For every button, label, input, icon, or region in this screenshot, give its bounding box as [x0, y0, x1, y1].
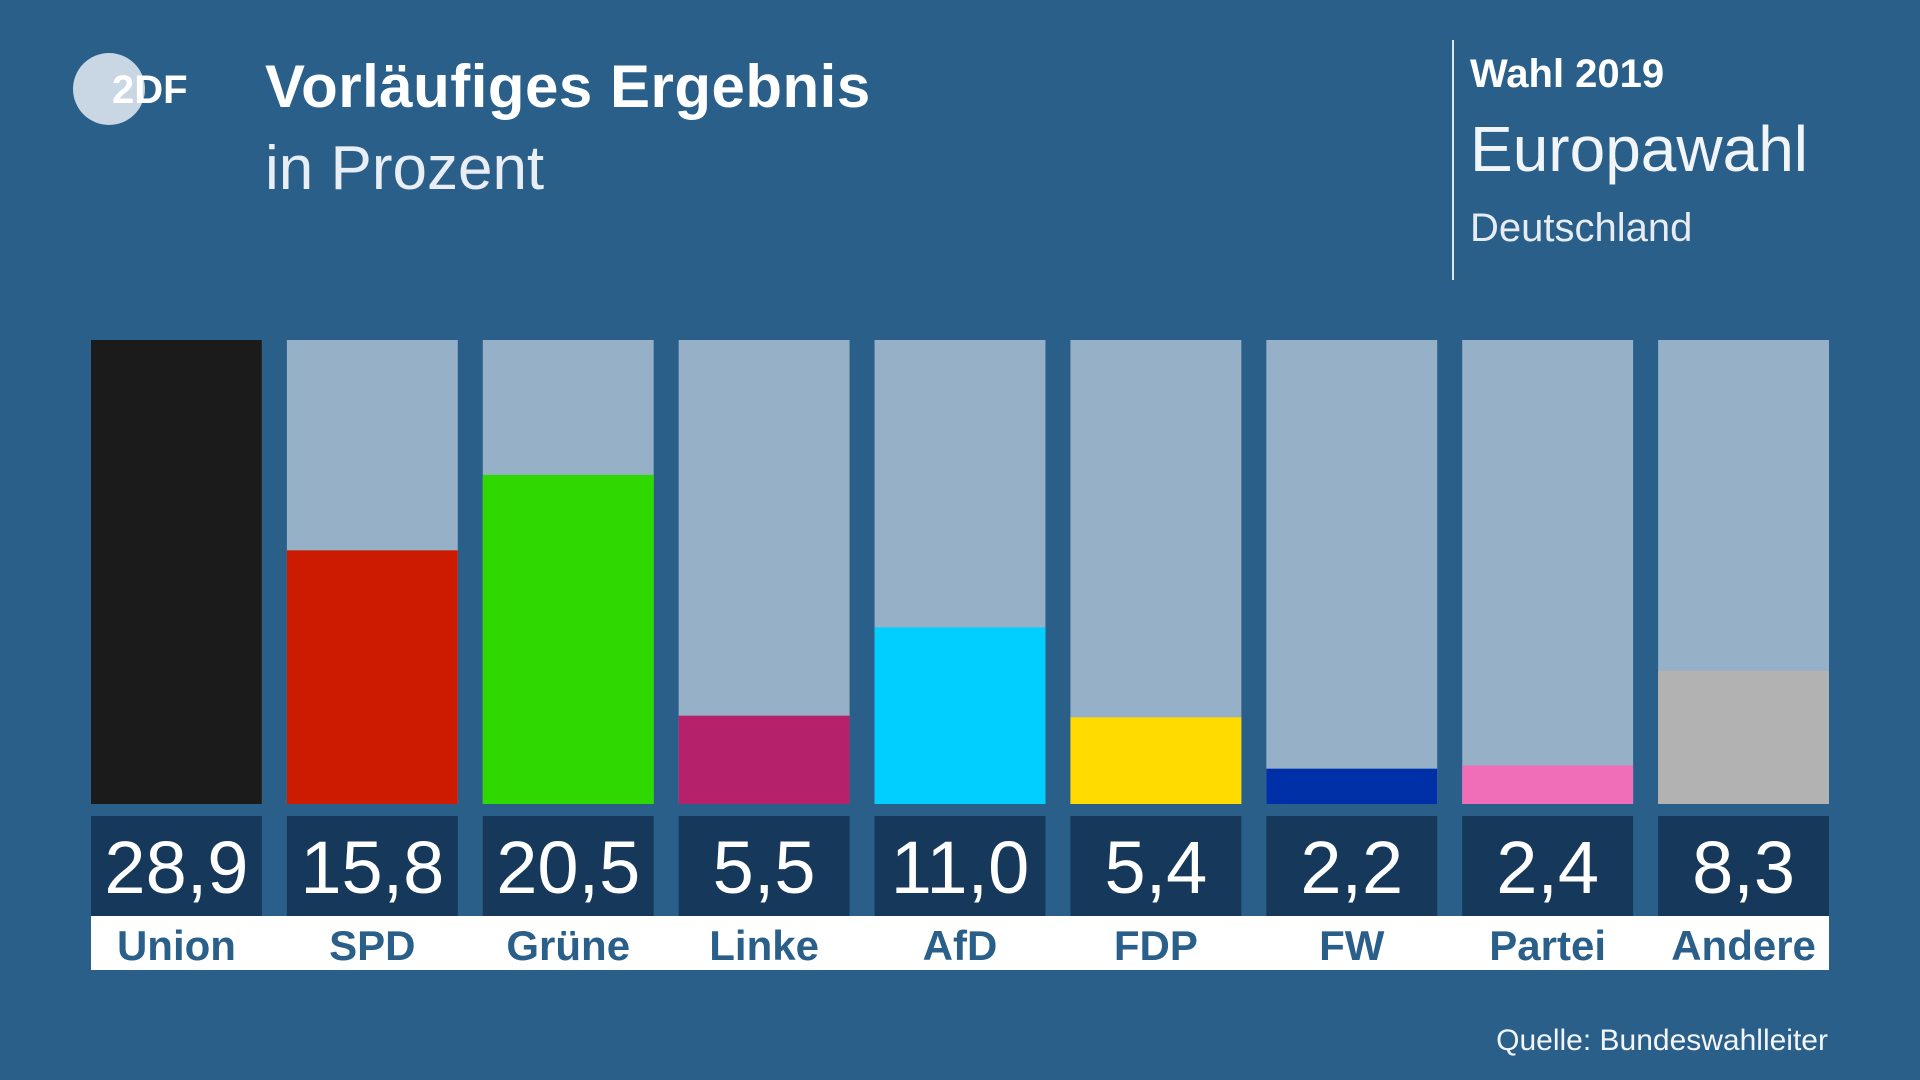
- value-label-gr-ne: 20,5: [496, 826, 640, 909]
- value-box-union: [91, 816, 262, 916]
- category-label-union: Union: [117, 922, 236, 969]
- bar-spd: [286, 550, 458, 804]
- header-divider: [1452, 40, 1454, 280]
- value-box-fdp: [1070, 816, 1242, 916]
- bar-gr-ne: [482, 474, 654, 804]
- value-label-fw: 2,2: [1300, 826, 1403, 909]
- source-note: Quelle: Bundeswahlleiter: [1496, 1024, 1828, 1057]
- category-label-fdp: FDP: [1114, 922, 1198, 969]
- bar-fdp: [1070, 717, 1242, 804]
- bar-union: [91, 340, 262, 804]
- value-box-gr-ne: [482, 816, 654, 916]
- category-label-andere: Andere: [1671, 922, 1816, 969]
- election-year: Wahl 2019: [1470, 52, 1665, 96]
- value-label-fdp: 5,4: [1104, 826, 1207, 909]
- bar-track-partei: [1462, 340, 1634, 804]
- bar-linke: [678, 715, 850, 804]
- zdf-logo: 2DF: [73, 53, 188, 125]
- bar-partei: [1462, 765, 1634, 804]
- value-label-spd: 15,8: [300, 826, 444, 909]
- value-label-andere: 8,3: [1692, 826, 1795, 909]
- value-label-union: 28,9: [104, 826, 248, 909]
- bar-fw: [1266, 768, 1438, 804]
- election-name: Europawahl: [1470, 113, 1808, 185]
- category-label-spd: SPD: [329, 922, 415, 969]
- category-label-linke: Linke: [709, 922, 819, 969]
- value-label-linke: 5,5: [713, 826, 816, 909]
- value-box-partei: [1462, 816, 1634, 916]
- value-box-spd: [286, 816, 458, 916]
- value-box-fw: [1266, 816, 1438, 916]
- value-label-partei: 2,4: [1496, 826, 1599, 909]
- election-region: Deutschland: [1470, 206, 1693, 250]
- zdf-logo-text: 2DF: [112, 68, 188, 112]
- category-label-afd: AfD: [923, 922, 998, 969]
- label-strip: [91, 916, 1829, 970]
- value-box-afd: [874, 816, 1046, 916]
- value-box-andere: [1658, 816, 1829, 916]
- chart-subtitle: in Prozent: [265, 134, 545, 203]
- value-box-linke: [678, 816, 850, 916]
- value-label-afd: 11,0: [891, 826, 1030, 909]
- category-label-fw: FW: [1319, 922, 1385, 969]
- zdf-logo-circle: [73, 53, 145, 125]
- category-label-partei: Partei: [1489, 922, 1606, 969]
- bar-andere: [1658, 670, 1829, 804]
- bar-track-fw: [1266, 340, 1438, 804]
- category-label-gr-ne: Grüne: [506, 922, 630, 969]
- chart-title: Vorläufiges Ergebnis: [265, 53, 871, 120]
- bar-afd: [874, 627, 1046, 804]
